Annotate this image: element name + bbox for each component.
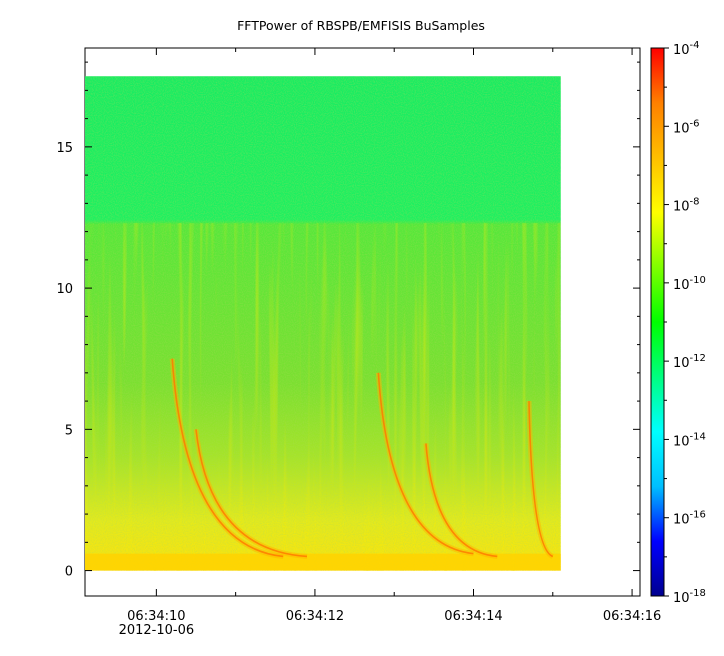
y-tick-label: 0 bbox=[65, 565, 73, 580]
x-tick-label: 06:34:14 bbox=[444, 609, 502, 624]
colorbar-tick-label: 10-14 bbox=[673, 431, 706, 449]
x-tick-label: 06:34:12 bbox=[286, 609, 344, 624]
colorbar-tick-exponent: -10 bbox=[690, 275, 706, 286]
chart-title: FFTPower of RBSPB/EMFISIS BuSamples bbox=[237, 18, 485, 33]
x-tick-date-label: 2012-10-06 bbox=[119, 623, 195, 638]
chorus-tone bbox=[377, 372, 474, 555]
colorbar bbox=[650, 47, 665, 597]
colorbar-tick-label: 10-16 bbox=[673, 510, 706, 528]
y-tick-label: 15 bbox=[56, 141, 73, 156]
x-tick-label: 06:34:10 bbox=[127, 609, 185, 624]
colorbar-tick-label: 10-4 bbox=[673, 40, 700, 58]
colorbar-tick-exponent: -18 bbox=[690, 588, 706, 599]
colorbar-tick-exponent: -4 bbox=[690, 40, 700, 51]
chorus-tone bbox=[528, 401, 554, 558]
colorbar-tick-exponent: -8 bbox=[690, 197, 700, 208]
chorus-tone bbox=[171, 358, 284, 558]
chorus-tone bbox=[425, 443, 498, 558]
y-tick-label: 5 bbox=[65, 423, 73, 438]
colorbar-axis: 10-4 10-6 10-8 10-10 10-12 10-14 10-16 10-18 bbox=[664, 40, 706, 606]
colorbar-tick-label: 10-6 bbox=[673, 118, 700, 136]
colorbar-tick-exponent: -14 bbox=[690, 431, 706, 442]
y-axis: 0 5 10 15 bbox=[56, 61, 640, 580]
colorbar-tick-label: 10-18 bbox=[673, 588, 706, 606]
colorbar-tick-exponent: -6 bbox=[690, 118, 700, 129]
chorus-tone bbox=[195, 429, 308, 558]
colorbar-tick-label: 10-10 bbox=[673, 275, 706, 293]
colorbar-tick-label: 10-8 bbox=[673, 197, 700, 215]
colorbar-tick-exponent: -12 bbox=[690, 353, 706, 364]
colorbar-tick-exponent: -16 bbox=[690, 510, 706, 521]
x-tick-label: 06:34:16 bbox=[603, 609, 661, 624]
colorbar-tick-label: 10-12 bbox=[673, 353, 706, 371]
spectrogram-image bbox=[85, 76, 561, 571]
y-tick-label: 10 bbox=[56, 282, 73, 297]
